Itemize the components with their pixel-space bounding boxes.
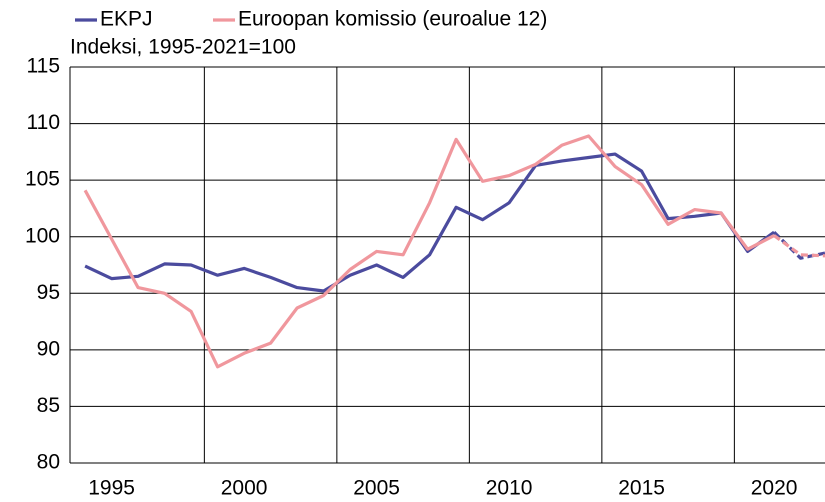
chart-subtitle: Indeksi, 1995-2021=100 (70, 36, 296, 59)
legend-label: Euroopan komissio (euroalue 12) (238, 8, 547, 31)
y-tick-label: 105 (25, 168, 60, 191)
y-tick-label: 80 (37, 451, 60, 474)
y-tick-label: 95 (37, 281, 60, 304)
x-tick-label: 2000 (221, 477, 268, 500)
y-tick-label: 100 (25, 224, 60, 247)
y-tick-label: 110 (27, 111, 60, 134)
x-tick-label: 2010 (486, 477, 533, 500)
y-tick-label: 85 (37, 394, 60, 417)
series-line (83, 134, 775, 369)
series-line (84, 152, 776, 293)
y-tick-label: 115 (27, 55, 60, 78)
legend-label: EKPJ (100, 8, 153, 31)
x-tick-label: 2020 (751, 477, 798, 500)
x-tick-label: 2015 (618, 477, 665, 500)
series-line (773, 234, 825, 258)
y-tick-label: 90 (37, 337, 60, 360)
x-tick-label: 2005 (353, 477, 400, 500)
x-tick-label: 1995 (88, 477, 135, 500)
